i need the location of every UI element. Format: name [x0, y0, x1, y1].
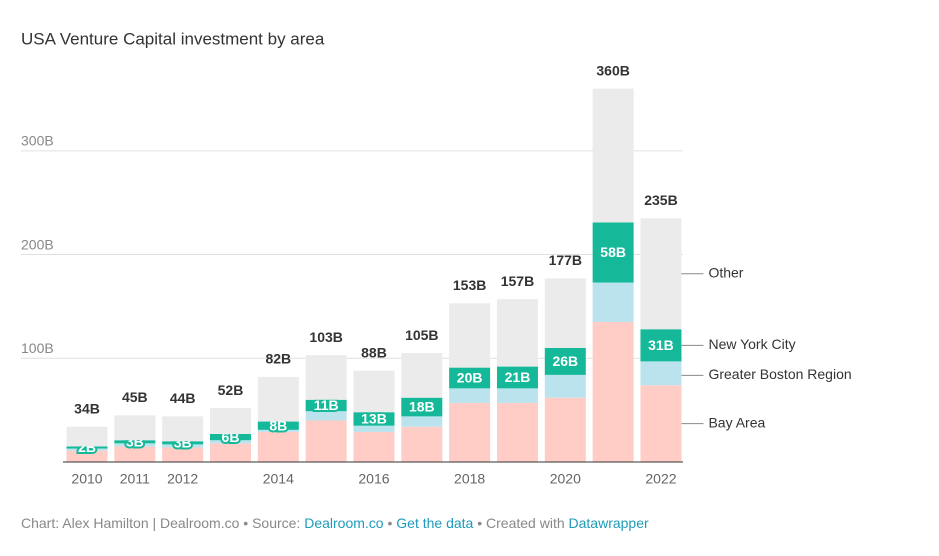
bar-segment	[305, 355, 347, 400]
bar-segment	[449, 388, 491, 403]
total-label: 52B	[218, 382, 244, 398]
value-label: 58B	[600, 244, 626, 260]
bar-segment	[449, 402, 491, 462]
bar-segment	[496, 402, 538, 462]
bar-segment	[305, 399, 347, 412]
bar-segment	[592, 222, 634, 283]
footer: Chart: Alex Hamilton | Dealroom.co • Sou…	[21, 515, 649, 531]
bar-segment	[401, 397, 443, 417]
bar-segment	[544, 347, 586, 375]
bar-segment	[640, 361, 682, 386]
x-tick-label: 2010	[71, 471, 102, 487]
chart-title: USA Venture Capital investment by area	[21, 29, 325, 48]
value-label: 20B	[457, 370, 483, 386]
bar-segment	[496, 388, 538, 403]
bar-segment	[592, 88, 634, 223]
bar-segment	[114, 440, 156, 444]
value-label: 11B	[314, 397, 339, 413]
bar-segment	[162, 444, 204, 448]
bar-segment	[66, 426, 108, 447]
total-label: 235B	[644, 192, 677, 208]
bar-segment	[353, 425, 395, 432]
data-link[interactable]: Get the data	[396, 515, 474, 531]
value-label: 31B	[648, 337, 674, 353]
legend-label: New York City	[708, 336, 795, 352]
legend-label: Other	[708, 264, 743, 280]
credit: Chart: Alex Hamilton | Dealroom.co • Sou…	[21, 515, 305, 531]
bar-segment	[209, 440, 251, 444]
legend-label: Bay Area	[708, 414, 765, 430]
x-tick-label: 2022	[645, 471, 676, 487]
page: {"chart_data": {"type": "stacked-bar", "…	[21, 29, 852, 531]
y-tick-label: 300B	[21, 133, 54, 149]
total-label: 88B	[361, 344, 387, 360]
bar-segment	[353, 412, 395, 426]
x-tick-label: 2016	[358, 471, 389, 487]
bar-segment	[401, 416, 443, 427]
bar-segment	[257, 421, 299, 430]
total-label: 82B	[265, 351, 291, 367]
x-tick-label: 2012	[167, 471, 198, 487]
bar-segment	[640, 385, 682, 462]
bar-segment	[305, 420, 347, 462]
bar-segment	[401, 353, 443, 398]
bar-segment	[66, 446, 108, 449]
total-label: 45B	[122, 389, 148, 405]
bar-segment	[544, 278, 586, 348]
x-tick-label: 2018	[454, 471, 485, 487]
bar-segment	[353, 370, 395, 413]
bar-segment	[66, 450, 108, 462]
bar-segment	[592, 321, 634, 462]
total-label: 103B	[309, 329, 342, 345]
bar-segment	[114, 415, 156, 441]
bar-segment	[496, 299, 538, 367]
bar-segment	[449, 367, 491, 389]
x-tick-label: 2020	[550, 471, 581, 487]
total-label: 157B	[501, 273, 534, 289]
value-label: 26B	[552, 353, 578, 369]
created-with: • Created with	[473, 515, 569, 531]
bar-segment	[162, 447, 204, 462]
x-tick-label: 2011	[120, 471, 150, 487]
source-link[interactable]: Dealroom.co	[304, 515, 384, 531]
total-label: 44B	[170, 390, 196, 406]
bar-segment	[209, 408, 251, 434]
y-tick-label: 200B	[21, 236, 54, 252]
total-label: 177B	[549, 252, 582, 268]
bar-segment	[353, 431, 395, 462]
bar-segment	[640, 218, 682, 330]
separator: •	[383, 515, 397, 531]
bar-segment	[401, 426, 443, 462]
bar-segment	[162, 416, 204, 442]
total-label: 105B	[405, 327, 438, 343]
legend-label: Greater Boston Region	[708, 366, 851, 382]
bar-segment	[114, 443, 156, 447]
total-label: 360B	[596, 62, 629, 78]
total-label: 34B	[74, 400, 100, 416]
bar-segment	[544, 374, 586, 398]
bar-segment	[592, 282, 634, 322]
bar-segment	[209, 433, 251, 441]
bar-segment	[305, 411, 347, 421]
value-label: 21B	[505, 369, 531, 385]
x-tick-label: 2014	[263, 471, 294, 487]
bar-segment	[257, 376, 299, 422]
bar-segment	[449, 303, 491, 368]
value-label: 13B	[361, 411, 387, 427]
chart: USA Venture Capital investment by area 1…	[21, 29, 852, 487]
bar-segment	[496, 366, 538, 389]
bar-segment	[66, 448, 108, 451]
value-label: 18B	[409, 399, 435, 415]
tool-link[interactable]: Datawrapper	[568, 515, 649, 531]
bar-segment	[162, 441, 204, 445]
bar-segment	[114, 446, 156, 462]
bar-segment	[640, 329, 682, 362]
total-label: 153B	[453, 277, 486, 293]
bar-segment	[209, 443, 251, 462]
bar-segment	[544, 397, 586, 462]
bar-segment	[257, 429, 299, 432]
y-tick-label: 100B	[21, 340, 54, 356]
bar-segment	[257, 431, 299, 462]
